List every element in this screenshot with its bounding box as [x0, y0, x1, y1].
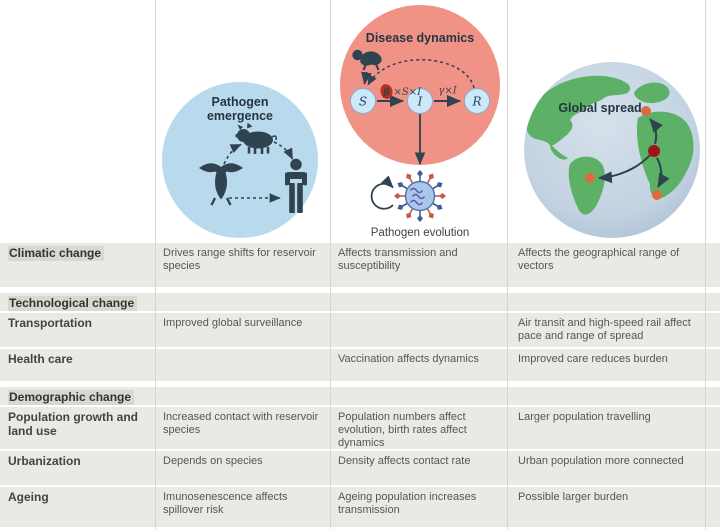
table-row-technological-change: Technological change — [0, 293, 720, 311]
table-row-health-care: Health care Vaccination affects dynamics… — [0, 349, 720, 381]
row-label: Demographic change — [0, 387, 155, 405]
sir-r-label: R — [471, 95, 481, 109]
evolution-loop-arrow — [370, 175, 394, 210]
row-label: Transportation — [8, 316, 93, 330]
row-label: Technological change — [0, 293, 155, 311]
sir-i-label: I — [417, 95, 423, 109]
cell-dynamics: Affects transmission and susceptibility — [338, 247, 458, 273]
cell-emergence: Increased contact with reservoir species — [163, 411, 319, 437]
pathogen-emergence-circle: Pathogen emergence — [162, 82, 318, 238]
global-spread-globe: Global spread — [524, 62, 700, 238]
global-spread-title: Global spread — [558, 101, 641, 115]
spread-dot-south-america — [585, 173, 595, 183]
cell-dynamics: Ageing population increases transmission — [338, 491, 477, 517]
table-row-climatic-change: Climatic change Drives range shifts for … — [0, 243, 720, 287]
cell-spread: Improved care reduces burden — [518, 353, 668, 365]
spread-dot-south-africa — [652, 190, 662, 200]
pathogen-emergence-title-line1: Pathogen — [212, 95, 269, 109]
pathogen-emergence-title-line2: emergence — [207, 109, 273, 123]
cell-spread: Affects the geographical range of vector… — [518, 247, 680, 273]
spread-arrow-to-south-africa — [656, 157, 670, 188]
cell-spread: Urban population more connected — [518, 455, 684, 467]
sir-s-node — [350, 88, 376, 114]
cell-spread: Possible larger burden — [518, 491, 629, 503]
pathogen-evolution-label: Pathogen evolution — [371, 227, 469, 239]
row-label: Population growth and land use — [8, 410, 138, 438]
pig-icon — [235, 122, 277, 154]
person-icon — [285, 158, 307, 213]
gamma-rate-label: γ×I — [438, 86, 457, 97]
cell-dynamics — [330, 293, 507, 311]
cell-spread — [507, 293, 720, 311]
cell-emergence — [155, 293, 330, 311]
spread-arrow-to-south-america — [598, 154, 651, 184]
figure-illustrations: Pathogen emergence — [162, 5, 700, 239]
virus-icon — [393, 169, 447, 223]
cell-dynamics — [330, 387, 507, 405]
table-row-urbanization: Urbanization Depends on species Density … — [0, 451, 720, 485]
bat-to-pig-arrow — [223, 143, 242, 165]
drivers-table: Climatic change Drives range shifts for … — [0, 243, 720, 527]
table-row-population-growth: Population growth and land use Increased… — [0, 407, 720, 449]
cell-dynamics: Vaccination affects dynamics — [338, 353, 479, 365]
origin-dot — [648, 145, 660, 157]
bat-icon — [199, 163, 243, 206]
birth-arrow — [361, 71, 372, 85]
sir-i-node — [407, 88, 433, 114]
row-label: Health care — [8, 352, 73, 366]
cell-dynamics: Density affects contact rate — [338, 455, 471, 467]
table-row-transportation: Transportation Improved global surveilla… — [0, 313, 720, 347]
row-label: Urbanization — [8, 454, 81, 468]
beta-mutation-blob — [380, 84, 393, 99]
r-to-s-dashed-arc — [367, 59, 475, 89]
row-label: Climatic change — [0, 243, 155, 287]
sir-r-node — [464, 88, 490, 114]
continents — [526, 75, 694, 215]
spread-arrow-to-europe — [649, 118, 663, 145]
cell-spread: Larger population travelling — [518, 411, 651, 423]
baby-icon — [352, 49, 382, 71]
beta-symbol: β — [382, 88, 390, 99]
pig-to-human-arrow — [273, 141, 294, 160]
spread-dot-europe — [641, 106, 651, 116]
table-row-ageing: Ageing Imunosenescence affects spillover… — [0, 487, 720, 527]
cell-spread — [507, 387, 720, 405]
cell-emergence — [155, 387, 330, 405]
cell-emergence — [155, 349, 330, 381]
beta-rate-label: ×S×I — [394, 87, 423, 98]
cell-dynamics: Population numbers affect evolution, bir… — [338, 411, 467, 450]
disease-dynamics-title: Disease dynamics — [366, 31, 474, 45]
disease-dynamics-circle: Disease dynamics S I R β ×S×I γ×I — [340, 5, 500, 165]
sir-s-label: S — [359, 95, 367, 109]
cell-emergence: Drives range shifts for reservoir specie… — [163, 247, 316, 273]
cell-spread: Air transit and high-speed rail affect p… — [518, 317, 691, 343]
cell-dynamics — [330, 313, 507, 347]
cell-emergence: Depends on species — [163, 455, 263, 467]
row-label: Ageing — [8, 490, 49, 504]
cell-emergence: Imunosenescence affects spillover risk — [163, 491, 288, 517]
cell-emergence: Improved global surveillance — [163, 317, 303, 329]
table-row-demographic-change: Demographic change — [0, 387, 720, 405]
